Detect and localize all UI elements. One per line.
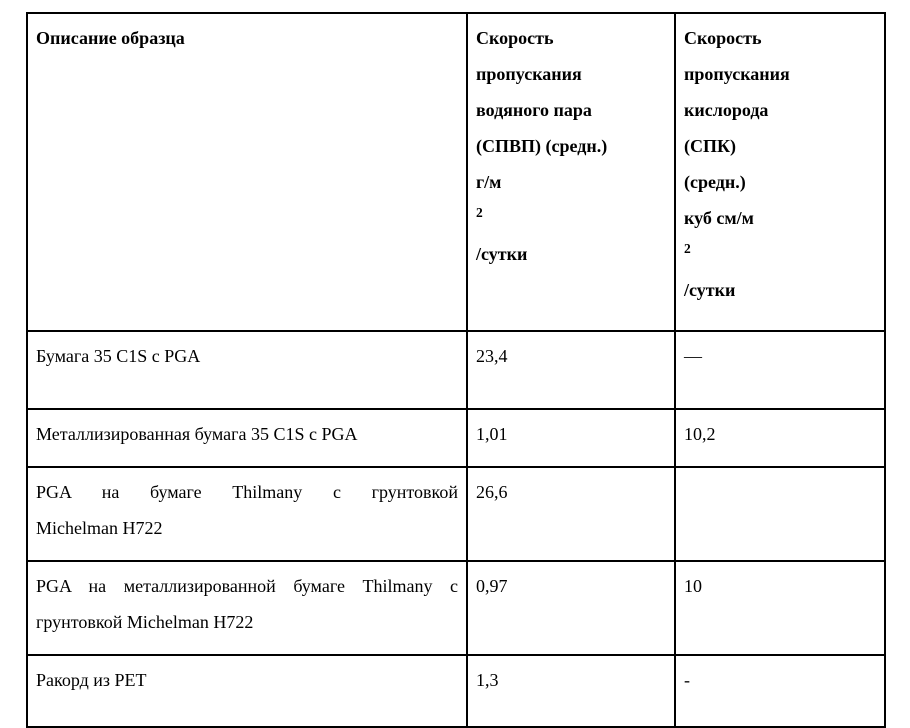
properties-table: Описание образца Скорость пропускания во… xyxy=(26,12,886,728)
table-row: Бумага 35 C1S с PGA 23,4 — xyxy=(27,331,885,409)
cell-desc: PGA на металлизированной бумаге Thilmany… xyxy=(27,561,467,655)
hdr-wvtr-l5-post: /сутки xyxy=(476,236,666,272)
cell-otr: - xyxy=(675,655,885,727)
cell-otr: 10 xyxy=(675,561,885,655)
hdr-otr-line5: (средн.) xyxy=(684,164,876,200)
table-row: Ракорд из PET 1,3 - xyxy=(27,655,885,727)
hdr-otr-l6-pre: куб см/м xyxy=(684,200,876,236)
col-header-wvtr: Скорость пропускания водяного пара (СПВП… xyxy=(467,13,675,331)
hdr-wvtr-line3: водяного пара xyxy=(476,92,666,128)
cell-wvtr: 26,6 xyxy=(467,467,675,561)
cell-desc-line1: PGA на металлизированной бумаге Thilmany… xyxy=(36,576,458,596)
cell-wvtr: 1,01 xyxy=(467,409,675,467)
col-header-description: Описание образца xyxy=(27,13,467,331)
table-row: Металлизированная бумага 35 C1S с PGA 1,… xyxy=(27,409,885,467)
hdr-otr-line3: кислорода xyxy=(684,92,876,128)
table-header-row: Описание образца Скорость пропускания во… xyxy=(27,13,885,331)
hdr-wvtr-line4: (СПВП) (средн.) xyxy=(476,128,666,164)
hdr-otr-l6-post: /сутки xyxy=(684,272,876,308)
hdr-wvtr-l5-pre: г/м xyxy=(476,164,666,200)
hdr-wvtr-l5-sup: 2 xyxy=(476,205,483,220)
hdr-wvtr-line2: пропускания xyxy=(476,56,666,92)
hdr-otr-line4: (СПК) xyxy=(684,128,876,164)
hdr-otr-line2: пропускания xyxy=(684,56,876,92)
hdr-otr-line6: куб см/м 2/сутки xyxy=(684,200,876,308)
cell-wvtr: 0,97 xyxy=(467,561,675,655)
hdr-wvtr-line1: Скорость xyxy=(476,20,666,56)
hdr-wvtr-line5: г/м 2/сутки xyxy=(476,164,666,272)
cell-desc: PGA на бумаге Thilmany с грунтовкой Mich… xyxy=(27,467,467,561)
cell-otr xyxy=(675,467,885,561)
cell-desc-line2: Michelman H722 xyxy=(36,510,458,546)
cell-desc-line1: PGA на бумаге Thilmany с грунтовкой xyxy=(36,482,458,502)
col-header-otr: Скорость пропускания кислорода (СПК) (ср… xyxy=(675,13,885,331)
table-row: PGA на металлизированной бумаге Thilmany… xyxy=(27,561,885,655)
cell-wvtr: 1,3 xyxy=(467,655,675,727)
cell-desc: Ракорд из PET xyxy=(27,655,467,727)
cell-wvtr: 23,4 xyxy=(467,331,675,409)
cell-otr: 10,2 xyxy=(675,409,885,467)
cell-desc: Металлизированная бумага 35 C1S с PGA xyxy=(27,409,467,467)
table-row: PGA на бумаге Thilmany с грунтовкой Mich… xyxy=(27,467,885,561)
hdr-otr-l6-sup: 2 xyxy=(684,241,691,256)
cell-desc: Бумага 35 C1S с PGA xyxy=(27,331,467,409)
hdr-otr-line1: Скорость xyxy=(684,20,876,56)
cell-otr: — xyxy=(675,331,885,409)
cell-desc-line2: грунтовкой Michelman H722 xyxy=(36,604,458,640)
